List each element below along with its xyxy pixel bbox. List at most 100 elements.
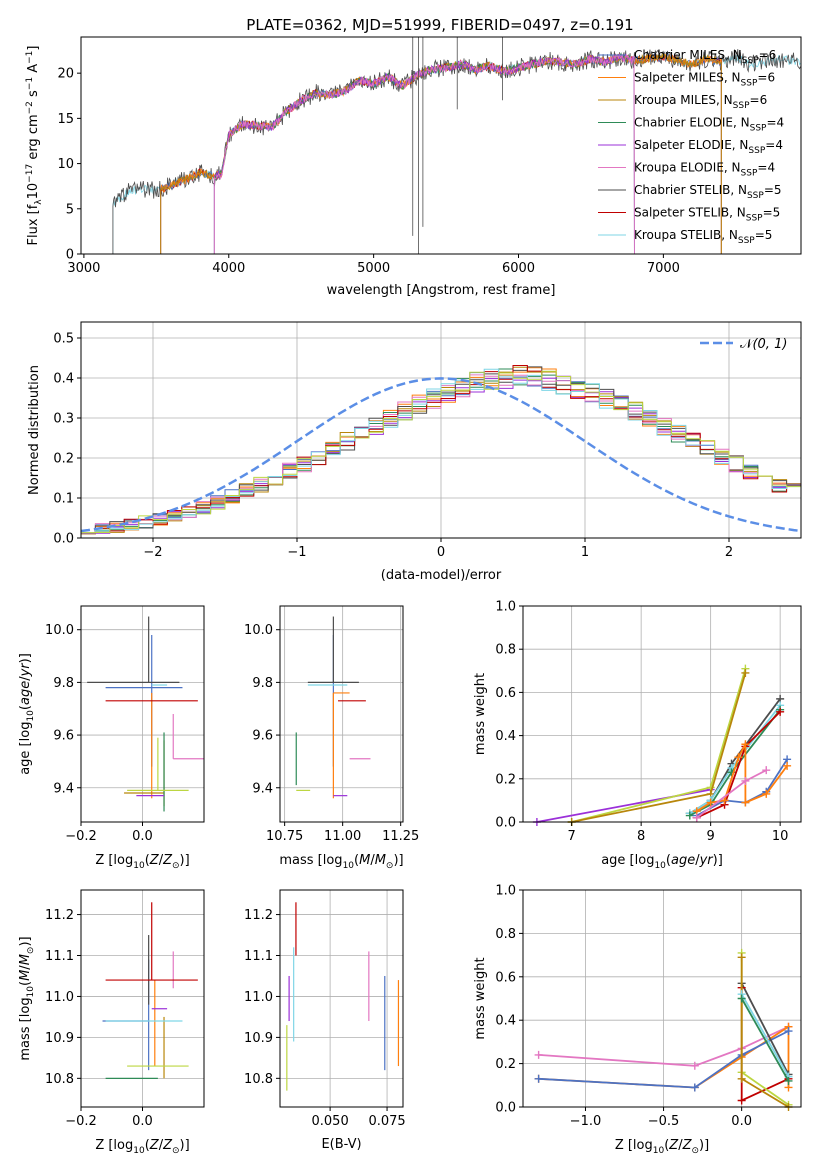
weight-marker xyxy=(737,1074,746,1083)
y-axis-label: age [log10(age/yr)] xyxy=(18,653,36,775)
spectrum-line xyxy=(213,53,635,254)
legend-label: Kroupa STELIB, NSSP=5 xyxy=(634,228,772,246)
weight-marker xyxy=(784,1027,793,1036)
x-tick-label: 6000 xyxy=(502,261,535,276)
x-tick-label: −0.2 xyxy=(65,1114,97,1129)
axes-frame xyxy=(279,605,404,823)
y-axis-label: mass weight xyxy=(473,957,488,1039)
legend-label: Chabrier MILES, NSSP=6 xyxy=(634,48,776,66)
y-tick-label: 0.2 xyxy=(495,772,516,787)
y-tick-label: 0.5 xyxy=(53,332,74,347)
x-tick-label: −0.2 xyxy=(65,829,97,844)
mass-vs-EBV-xlabel: E(B-V) xyxy=(321,1137,361,1152)
x-tick-label: 8 xyxy=(637,829,645,844)
y-tick-label: 0 xyxy=(66,248,74,263)
legend-label: Kroupa ELODIE, NSSP=4 xyxy=(634,161,775,179)
age-vs-Z-panel: −0.2 0.0 9.4 9.6 9.8 10.0 Z [log10(Z/Z⊙)] age [… xyxy=(18,605,205,871)
x-tick-label: −0.5 xyxy=(648,1114,680,1129)
weight-marker xyxy=(737,953,746,962)
y-tick-label: 11.0 xyxy=(45,990,74,1005)
y-axis-label: Normed distribution xyxy=(27,365,42,495)
x-tick-label: −1.0 xyxy=(570,1114,602,1129)
weight-marker xyxy=(737,1096,746,1105)
age-vs-mass-panel: 10.75 11.00 11.25 9.4 9.6 9.8 10.0 mass [log10(… xyxy=(244,605,419,871)
legend-label: 𝒩(0, 1) xyxy=(740,337,787,352)
weight-marker xyxy=(737,994,746,1003)
axes-frame xyxy=(279,889,404,1108)
spectrum-line xyxy=(160,53,722,254)
weight-marker xyxy=(783,761,792,770)
weight-marker xyxy=(734,753,743,762)
residuals-panel: −2 −1 0 1 2 0.0 0.1 0.2 0.3 0.4 0.5 (data-model)/er… xyxy=(27,321,802,583)
y-tick-label: 0.6 xyxy=(495,970,516,985)
axes-frame xyxy=(522,889,802,1108)
legend-label: Salpeter MILES, NSSP=6 xyxy=(634,71,775,89)
x-tick-label: 0.0 xyxy=(731,1114,752,1129)
weight-marker xyxy=(690,1061,699,1070)
x-tick-label: 0.0 xyxy=(132,1114,153,1129)
y-tick-label: 9.8 xyxy=(53,676,74,691)
weight-line xyxy=(740,998,790,1082)
x-tick-label: −2 xyxy=(143,545,162,560)
y-tick-label: 1.0 xyxy=(495,600,516,615)
y-tick-label: 11.2 xyxy=(244,908,273,923)
x-axis-label: (data-model)/error xyxy=(381,568,502,583)
mass-vs-EBV-panel: 0.050 0.075 10.8 10.9 11.0 11.1 11.2 xyxy=(244,889,406,1129)
y-tick-label: 0.4 xyxy=(495,729,516,744)
y-tick-label: 11.0 xyxy=(244,990,273,1005)
y-tick-label: 11.1 xyxy=(244,949,273,964)
y-tick-label: 9.4 xyxy=(252,781,273,796)
x-axis-label: Z [log10(Z/Z⊙)] xyxy=(95,1138,189,1156)
y-tick-label: 0.0 xyxy=(495,816,516,831)
histogram-step xyxy=(81,370,801,534)
x-tick-label: −1 xyxy=(287,545,306,560)
x-tick-label: 0.050 xyxy=(312,1114,349,1129)
spectrum-lines xyxy=(112,37,801,254)
x-axis-label: E(B-V) xyxy=(321,1137,361,1152)
y-tick-label: 0.8 xyxy=(495,927,516,942)
legend-label: Salpeter ELODIE, NSSP=4 xyxy=(634,138,783,156)
x-tick-label: 11.25 xyxy=(382,829,419,844)
x-tick-label: 1 xyxy=(581,545,589,560)
weight-marker xyxy=(784,1076,793,1085)
x-tick-label: 10.75 xyxy=(266,829,303,844)
y-tick-label: 15 xyxy=(57,112,74,127)
weight-line xyxy=(740,982,790,1075)
legend-label: Chabrier STELIB, NSSP=5 xyxy=(634,183,782,201)
y-tick-label: 1.0 xyxy=(495,884,516,899)
weight-marker xyxy=(534,1050,543,1059)
x-tick-label: 9 xyxy=(707,829,715,844)
x-axis-label: age [log10(age/yr)] xyxy=(601,853,723,871)
x-tick-label: 5000 xyxy=(357,261,390,276)
y-tick-label: 10 xyxy=(57,157,74,172)
x-tick-label: 0 xyxy=(437,545,445,560)
y-tick-label: 0.2 xyxy=(53,452,74,467)
y-tick-label: 0.2 xyxy=(495,1057,516,1072)
y-tick-label: 10.9 xyxy=(244,1031,273,1046)
weight-marker xyxy=(741,668,750,677)
legend-label: Kroupa MILES, NSSP=6 xyxy=(634,93,767,111)
y-axis-label: Flux [fλ10−17 erg cm−2 s−1 A−1] xyxy=(25,46,44,246)
weight-marker xyxy=(741,798,750,807)
y-tick-label: 9.6 xyxy=(252,729,273,744)
y-tick-label: 5 xyxy=(66,202,74,217)
spectrum-panel: 3000 4000 5000 6000 7000 0 5 10 15 20 wavelength [… xyxy=(25,36,802,298)
x-tick-label: 2 xyxy=(725,545,733,560)
weight-line xyxy=(538,1025,789,1067)
x-tick-label: 0.075 xyxy=(368,1114,405,1129)
x-axis-label: Z [log10(Z/Z⊙)] xyxy=(615,1138,709,1156)
weight-marker xyxy=(706,798,715,807)
y-tick-label: 9.6 xyxy=(53,729,74,744)
x-axis-label: Z [log10(Z/Z⊙)] xyxy=(95,853,189,871)
y-tick-label: 0.0 xyxy=(495,1101,516,1116)
y-tick-label: 10.0 xyxy=(244,623,273,638)
x-axis-label: wavelength [Angstrom, rest frame] xyxy=(327,283,556,298)
legend-label: Chabrier ELODIE, NSSP=4 xyxy=(634,116,784,134)
y-tick-label: 10.8 xyxy=(45,1072,74,1087)
x-tick-label: 3000 xyxy=(67,261,100,276)
y-tick-label: 11.1 xyxy=(45,949,74,964)
weight-marker xyxy=(692,813,701,822)
y-axis-label: mass weight xyxy=(473,673,488,755)
histogram-step xyxy=(81,365,801,534)
